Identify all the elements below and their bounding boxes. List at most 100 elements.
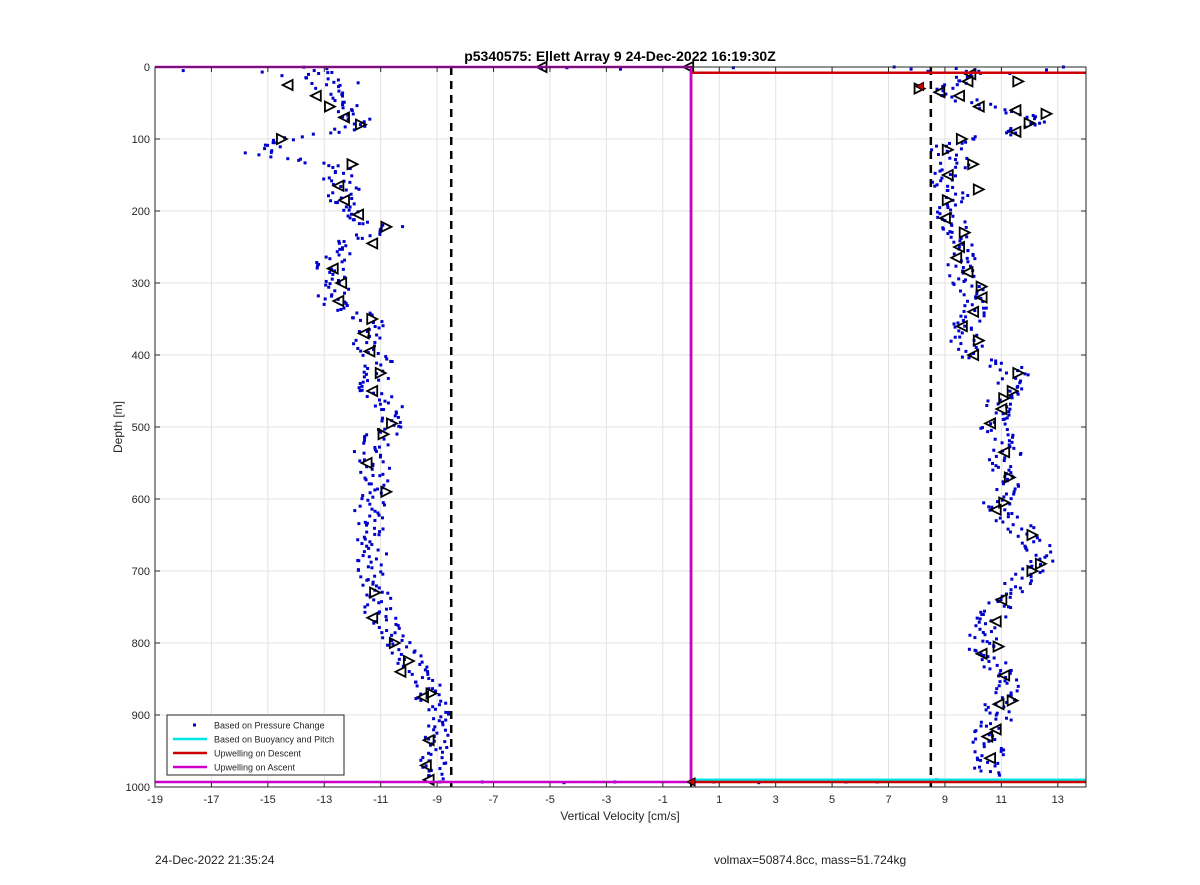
pressure-change-point: [1009, 668, 1013, 672]
pressure-change-point: [328, 270, 332, 274]
pressure-change-point: [959, 147, 963, 151]
pressure-change-point: [946, 206, 950, 210]
pressure-change-point: [435, 731, 439, 735]
pressure-change-point: [946, 184, 950, 188]
velocity-triangle-marker: [1008, 103, 1022, 117]
pressure-change-point: [381, 324, 385, 328]
pressure-change-point: [995, 711, 999, 715]
pressure-change-point: [949, 208, 953, 212]
pressure-change-point: [1020, 590, 1024, 594]
pressure-change-point: [1023, 372, 1027, 376]
pressure-change-point: [412, 650, 416, 654]
pressure-change-point: [953, 99, 957, 103]
pressure-change-point: [326, 194, 330, 198]
pressure-change-point: [381, 472, 385, 476]
data-layer: [181, 60, 1065, 787]
pressure-change-point: [311, 132, 315, 136]
pressure-change-point: [1014, 376, 1018, 380]
pressure-change-point: [344, 302, 348, 306]
pressure-change-point: [982, 306, 986, 310]
pressure-change-point: [378, 336, 382, 340]
pressure-change-point: [443, 728, 447, 732]
y-tick-label: 600: [132, 494, 150, 506]
pressure-change-point: [365, 341, 369, 345]
pressure-change-point: [381, 460, 385, 464]
pressure-change-point: [1005, 131, 1009, 135]
pressure-change-point: [980, 613, 984, 617]
pressure-change-point: [977, 765, 981, 769]
pressure-change-point: [390, 639, 394, 643]
pressure-change-point: [367, 555, 371, 559]
pressure-change-point: [959, 236, 963, 240]
pressure-change-point: [377, 586, 381, 590]
velocity-triangle-marker: [1012, 74, 1026, 88]
pressure-change-point: [360, 388, 364, 392]
pressure-change-point: [952, 322, 956, 326]
footer-timestamp: 24-Dec-2022 21:35:24: [155, 853, 275, 867]
velocity-triangle-marker: [1026, 564, 1040, 578]
pressure-change-point: [370, 566, 374, 570]
y-tick-label: 900: [132, 710, 150, 722]
legend-label: Based on Buoyancy and Pitch: [214, 735, 334, 745]
pressure-change-point: [421, 756, 425, 760]
pressure-change-point: [993, 105, 997, 109]
pressure-change-point: [441, 720, 445, 724]
pressure-change-point: [1008, 595, 1012, 599]
pressure-change-point: [438, 746, 442, 750]
pressure-change-point: [381, 527, 385, 531]
pressure-change-point: [344, 188, 348, 192]
pressure-change-point: [338, 83, 342, 87]
pressure-change-point: [329, 199, 333, 203]
pressure-change-point: [952, 282, 956, 286]
pressure-change-point: [380, 516, 384, 520]
pressure-change-point: [346, 117, 350, 121]
velocity-triangle-marker: [955, 132, 969, 146]
pressure-change-point: [381, 223, 385, 227]
pressure-change-point: [358, 123, 362, 127]
pressure-change-point: [336, 278, 340, 282]
pressure-change-point: [1008, 389, 1012, 393]
pressure-change-point: [266, 143, 270, 147]
pressure-change-point: [1029, 579, 1033, 583]
pressure-change-point: [361, 222, 365, 226]
pressure-change-point: [999, 747, 1003, 751]
pressure-change-point: [407, 670, 411, 674]
pressure-change-point: [390, 651, 394, 655]
pressure-change-point: [1012, 492, 1016, 496]
pressure-change-point: [330, 70, 334, 74]
pressure-change-point: [361, 554, 365, 558]
pressure-change-point: [423, 668, 427, 672]
pressure-change-point: [383, 399, 387, 403]
pressure-change-point: [990, 505, 994, 509]
pressure-change-point: [939, 179, 943, 183]
pressure-change-point: [362, 439, 366, 443]
pressure-change-point: [328, 257, 332, 261]
pressure-change-point: [963, 220, 967, 224]
pressure-change-point: [415, 684, 419, 688]
pressure-change-point: [360, 497, 364, 501]
pressure-change-point: [270, 149, 274, 153]
pressure-change-point: [353, 509, 357, 513]
pressure-change-point: [357, 187, 361, 191]
pressure-change-point: [357, 386, 361, 390]
pressure-change-point: [380, 419, 384, 423]
velocity-triangle-marker: [960, 74, 974, 88]
pressure-change-point: [1010, 577, 1014, 581]
pressure-change-point: [350, 197, 354, 201]
pressure-change-point: [341, 100, 345, 104]
pressure-change-point: [378, 455, 382, 459]
pressure-change-point: [365, 329, 369, 333]
pressure-change-point: [998, 680, 1002, 684]
pressure-change-point: [1032, 540, 1036, 544]
pressure-change-point: [317, 71, 321, 75]
pressure-change-point: [1018, 381, 1022, 385]
pressure-change-point: [269, 150, 273, 154]
velocity-triangle-marker: [380, 220, 394, 234]
pressure-change-point: [1009, 394, 1013, 398]
pressure-change-point: [997, 773, 1001, 777]
pressure-change-point: [988, 364, 992, 368]
pressure-change-point: [263, 143, 267, 147]
pressure-change-point: [325, 67, 329, 71]
pressure-change-point: [988, 711, 992, 715]
pressure-change-point: [357, 522, 361, 526]
